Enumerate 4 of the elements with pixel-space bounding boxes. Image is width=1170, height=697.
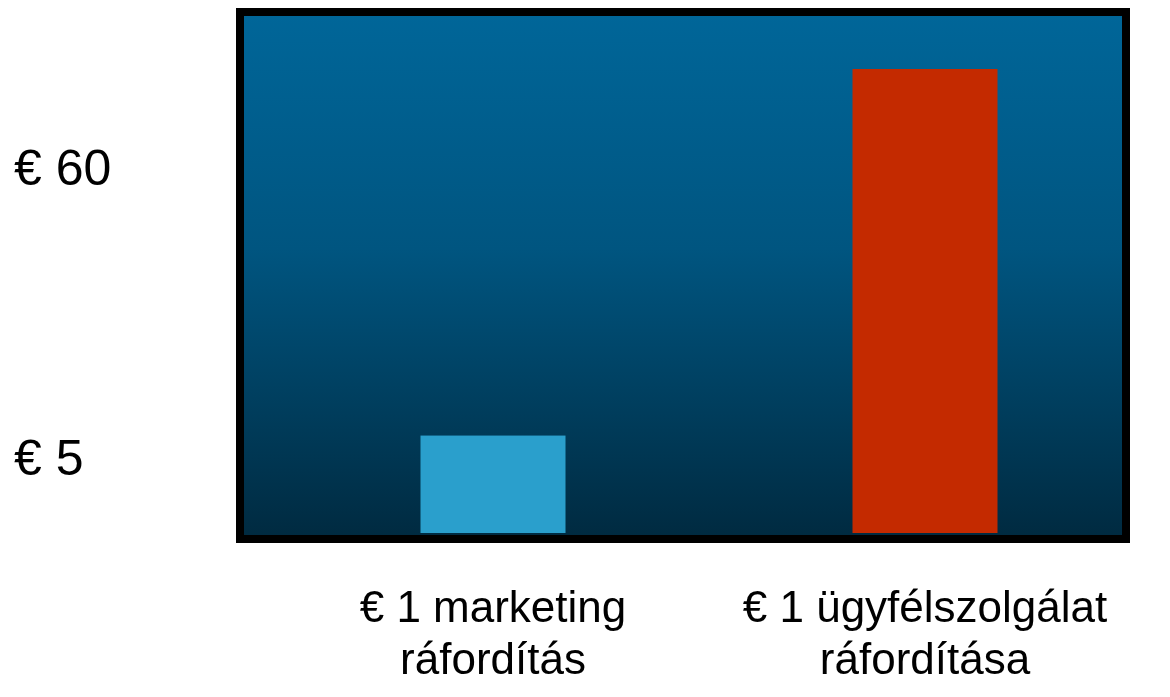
text: € 5: [14, 430, 84, 486]
text: € 60: [14, 140, 112, 196]
x-tick-label: € 1 marketing ráfordítás: [359, 582, 627, 683]
x-tick-label: € 1 ügyfélszolgálat ráfordítása: [742, 582, 1108, 683]
